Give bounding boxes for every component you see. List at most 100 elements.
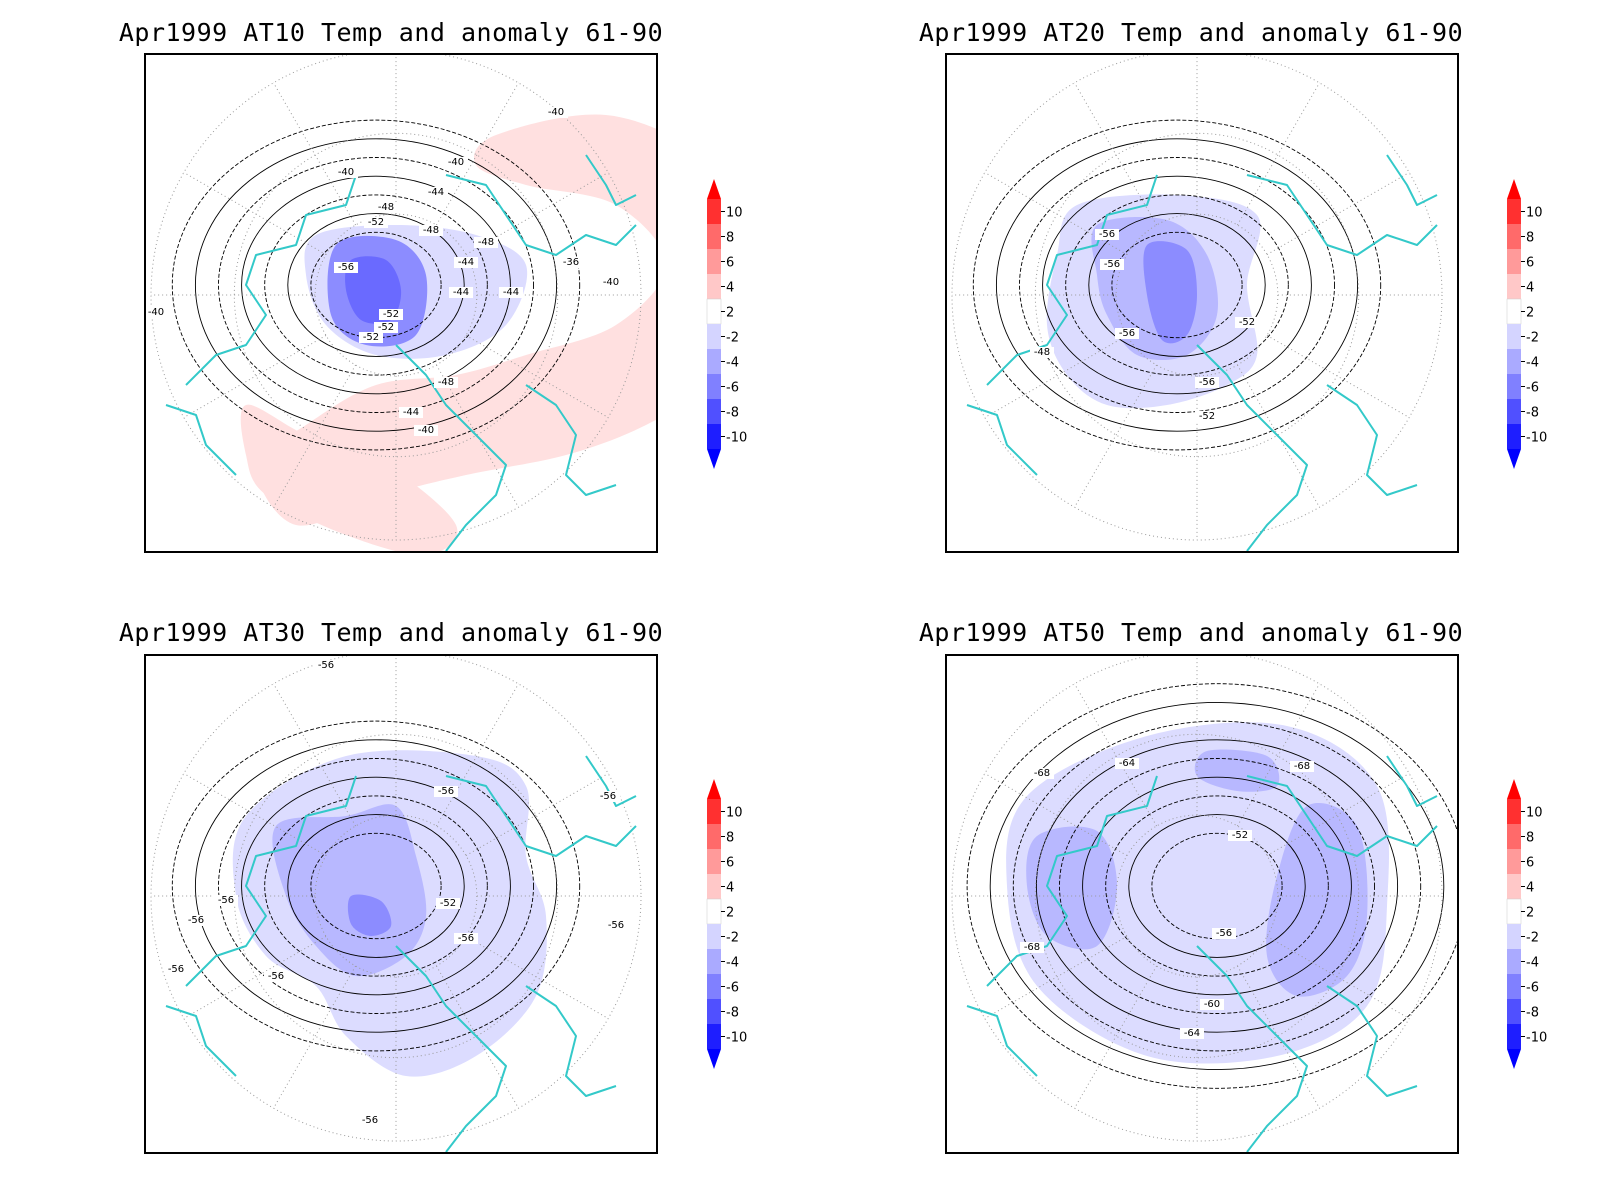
colorbar-tick-label: 10 — [1526, 206, 1543, 221]
contour-label-bg — [436, 898, 460, 909]
meridian-line — [1236, 965, 1320, 1109]
isotherm-contour — [287, 213, 465, 357]
contour-label: -56 — [1104, 259, 1120, 270]
polar-map: -56 -56 -52 -56 -48 -56 -52 — [951, 55, 1443, 551]
colorbar-swatch — [707, 374, 721, 399]
contour-label: -52 — [1199, 411, 1215, 422]
contour-label: -56 — [600, 791, 616, 802]
colorbar-swatch — [707, 199, 721, 224]
colorbar: 10 8 6 4 2 -2 -4 -6 -8 -10 — [705, 777, 775, 1069]
contour-label: -48 — [378, 202, 394, 213]
coastline — [165, 404, 237, 476]
isotherm-contour — [1042, 175, 1312, 395]
contour-label: -52 — [378, 322, 394, 333]
colorbar-tick-label: 8 — [726, 231, 734, 246]
colorbar-swatch — [1507, 824, 1521, 849]
colorbar-tick-label: 6 — [1526, 856, 1534, 871]
contour-label: -40 — [418, 425, 434, 436]
colorbar-tick-label: -10 — [726, 431, 747, 446]
contour-label: -56 — [1099, 229, 1115, 240]
map-frame: -56 -56 -56 -56 -56 -52 -56 -56 -56 -56 -56 — [144, 654, 658, 1154]
colorbar-tick-label: -4 — [1526, 956, 1539, 971]
colorbar-swatch — [1506, 298, 1522, 325]
coastline — [1326, 985, 1418, 1097]
colorbar-svg: 10 8 6 4 2 -2 -4 -6 -8 -10 — [706, 179, 747, 469]
colorbar-swatch — [1507, 399, 1521, 424]
meridian-line — [465, 334, 609, 418]
contour-label-bg — [314, 660, 338, 671]
cold-anomaly-region — [1194, 749, 1280, 792]
panel-at50: Apr1999 AT50 Temp and anomaly 61-90 -68-… — [800, 600, 1580, 1200]
contour-label: -40 — [603, 277, 619, 288]
cold-anomaly-region — [345, 256, 402, 324]
meridian-line — [984, 172, 1128, 256]
contour-label: -40 — [338, 167, 354, 178]
contour-label-bg — [424, 187, 448, 198]
panel-at10: Apr1999 AT10 Temp and anomaly 61-90 -40-… — [0, 0, 780, 600]
contour-label-bg — [1212, 928, 1236, 939]
polar-map: -56 -56 -56 -56 -56 -52 -56 -56 -56 -56 -56 — [150, 656, 642, 1152]
colorbar-swatch — [706, 898, 722, 925]
coastline — [1326, 384, 1418, 496]
meridian-line — [183, 172, 327, 256]
isotherm-contour — [1065, 194, 1289, 376]
contour-label-bg — [399, 407, 423, 418]
contour-label: -44 — [503, 287, 519, 298]
contour-label-bg — [1228, 830, 1252, 841]
colorbar-tick-label: -10 — [726, 1031, 747, 1046]
colorbar: 10 8 6 4 2 -2 -4 -6 -8 -10 — [1505, 777, 1575, 1069]
meridian-line — [273, 82, 357, 226]
contour-label-bg — [1180, 1028, 1204, 1039]
contour-label: -44 — [403, 407, 419, 418]
contour-label-bg — [374, 322, 398, 333]
polar-map: -40 -40 -44 -48 -52 -48 -48 -44 -56 -44 -44 -36 -40 -… — [146, 55, 656, 551]
meridian-line — [183, 773, 327, 857]
coastline — [1246, 775, 1438, 857]
contour-label-bg — [164, 964, 188, 975]
colorbar-tick-label: -8 — [1526, 406, 1539, 421]
contour-label: -56 — [608, 920, 624, 931]
meridian-line — [183, 935, 327, 1019]
contour-label: -52 — [1239, 317, 1255, 328]
contour-label: -44 — [428, 187, 444, 198]
meridian-line — [435, 683, 519, 827]
colorbar-swatch — [1507, 849, 1521, 874]
colorbar-tick-label: -4 — [726, 356, 739, 371]
cold-anomaly-region — [347, 894, 392, 937]
colorbar-swatch — [1506, 898, 1522, 925]
contour-label: -40 — [448, 157, 464, 168]
polar-map: -68 -64 -68 -52 -56 -68 -60 -64 — [951, 656, 1457, 1152]
contour-label-bg — [184, 915, 208, 926]
contour-label: -56 — [338, 262, 354, 273]
colorbar-swatch — [1507, 199, 1521, 224]
colorbar-swatch — [1507, 799, 1521, 824]
isotherm-contour — [264, 795, 488, 977]
coastline — [966, 404, 1038, 476]
colorbar-bottom-arrow — [707, 449, 721, 469]
isotherm-contour — [171, 119, 581, 451]
isotherm-contour — [1035, 739, 1399, 1033]
colorbar-swatch — [707, 399, 721, 424]
colorbar-tick-label: 6 — [726, 856, 734, 871]
coastline — [525, 384, 617, 496]
colorbar-tick-label: -10 — [1526, 1031, 1547, 1046]
map-content: -56 -56 -52 -56 -48 -56 -52 — [951, 55, 1443, 551]
contour-label: -52 — [363, 332, 379, 343]
contour-label-bg — [264, 971, 288, 982]
contour-label: -64 — [1119, 758, 1135, 769]
colorbar-tick-label: 10 — [1526, 806, 1543, 821]
isotherm-contour — [241, 175, 511, 395]
colorbar-swatch — [1507, 874, 1521, 899]
colorbar-swatch — [706, 298, 722, 325]
contour-label: -48 — [438, 377, 454, 388]
meridian-line — [435, 82, 519, 226]
meridian-line — [465, 935, 609, 1019]
isotherm-contour — [1128, 814, 1306, 958]
coastline — [1386, 755, 1438, 807]
colorbar-tick-label: 8 — [1526, 831, 1534, 846]
colorbar-swatch — [707, 999, 721, 1024]
coastline — [185, 775, 357, 987]
meridian-line — [984, 334, 1128, 418]
contour-label-bg — [1020, 942, 1044, 953]
map-frame: -68 -64 -68 -52 -56 -68 -60 -64 — [945, 654, 1459, 1154]
